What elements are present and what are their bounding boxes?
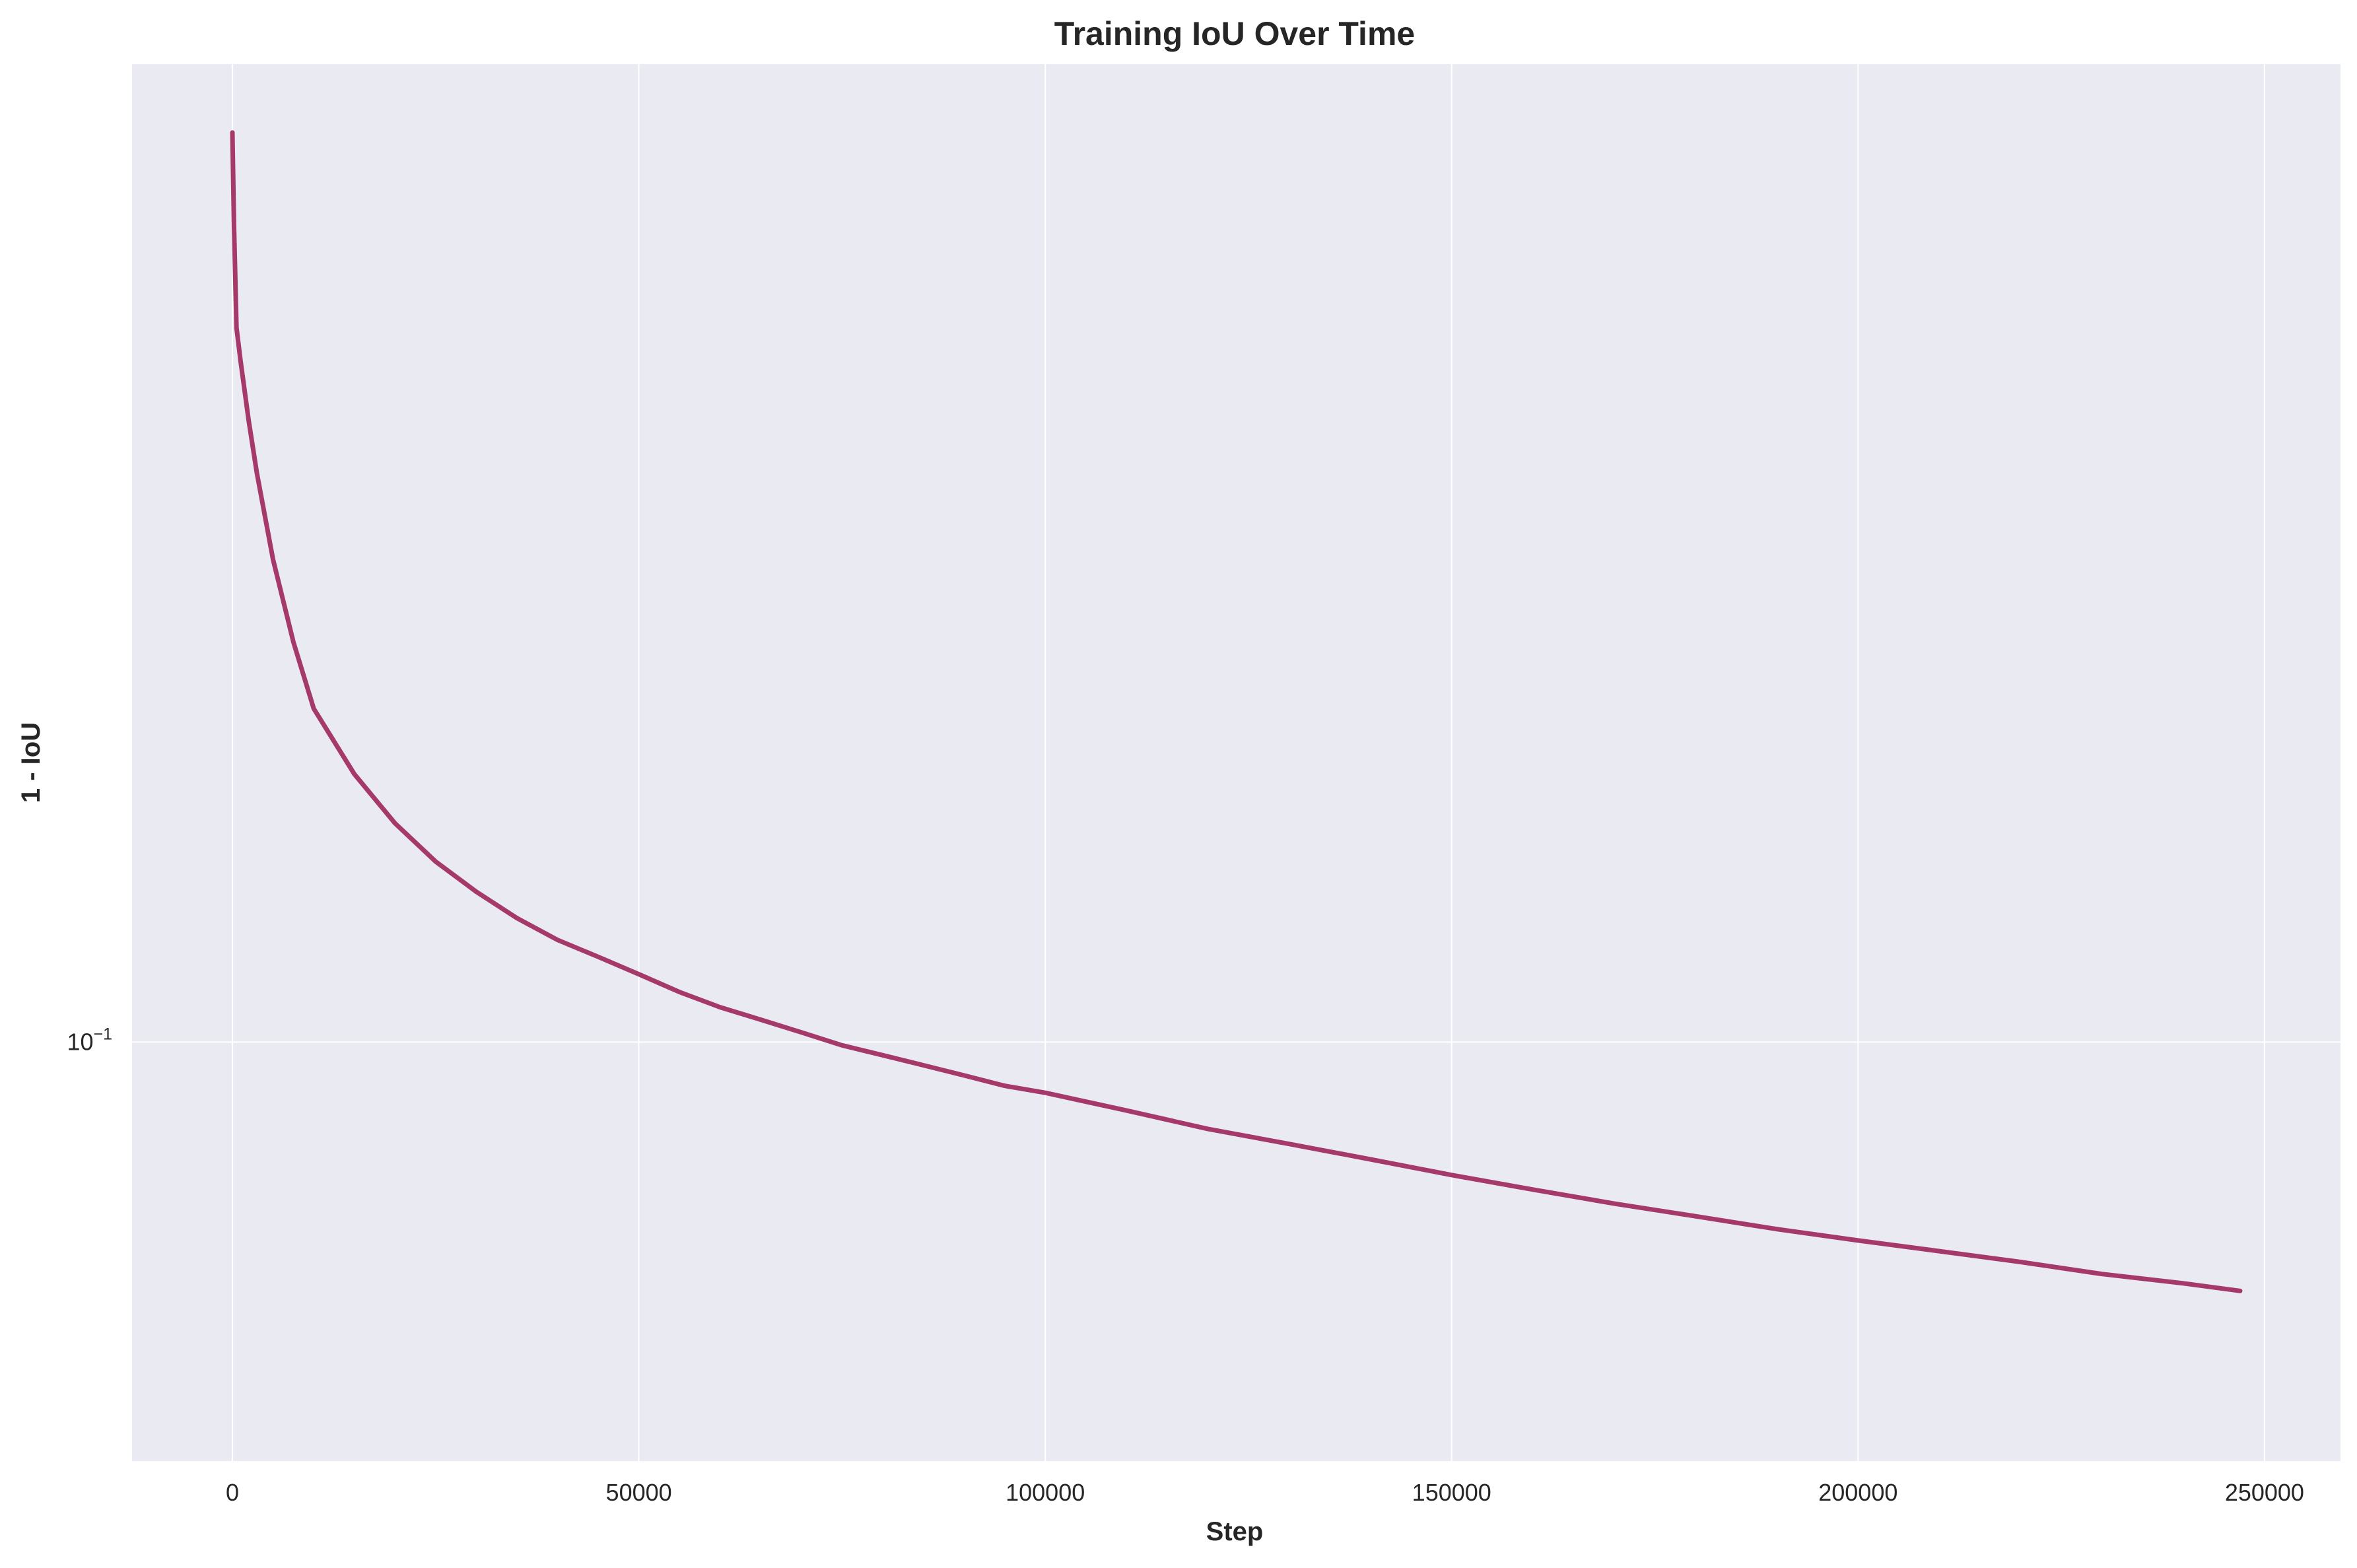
x-axis-label: Step <box>1206 1517 1264 1546</box>
x-tick-label: 100000 <box>1006 1479 1085 1506</box>
x-tick-label: 200000 <box>1818 1479 1897 1506</box>
chart-title: Training IoU Over Time <box>1054 15 1415 52</box>
x-tick-label: 150000 <box>1412 1479 1491 1506</box>
grid-lines <box>132 64 2340 1461</box>
y-axis-label: 1 - IoU <box>17 722 46 803</box>
x-tick-label: 250000 <box>2225 1479 2304 1506</box>
series-line <box>230 130 2243 1293</box>
x-tick-label: 50000 <box>606 1479 672 1506</box>
tick-labels: 0 50000 100000 150000 200000 250000 10−1 <box>67 1025 2304 1506</box>
series-layer <box>230 130 2243 1293</box>
plot-area <box>132 64 2340 1461</box>
x-tick-label: 0 <box>226 1479 239 1506</box>
y-tick-label: 10−1 <box>67 1025 112 1055</box>
